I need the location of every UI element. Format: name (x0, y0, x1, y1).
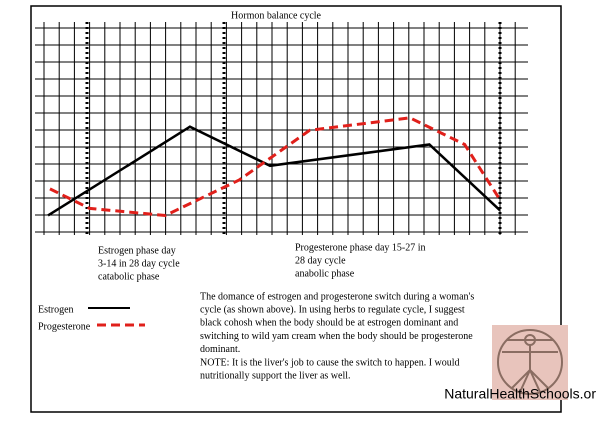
annotation: Progesterone phase day 15-27 in (295, 242, 426, 253)
annotation: 28 day cycle (295, 255, 346, 266)
annotation: 3-14 in 28 day cycle (98, 258, 180, 269)
annotation: Estrogen phase day (98, 245, 176, 256)
slide-frame (31, 6, 561, 412)
annotation: catabolic phase (98, 271, 160, 282)
annotation: black cohosh when the body should be at … (200, 318, 458, 329)
chart-title: Hormon balance cycle (231, 10, 322, 21)
annotation: switching to wild yam cream when the bod… (200, 331, 473, 342)
annotation: The domance of estrogen and progesterone… (200, 291, 474, 302)
slide: Estrogen phase day 3-14 in 28 day cycle ca… (0, 0, 596, 447)
annotation: NOTE: It is the liver's job to cause the… (200, 357, 460, 368)
annotation: dominant. (200, 344, 240, 355)
legend-label: Estrogen (38, 304, 74, 315)
legend-label: Progesterone (38, 321, 91, 332)
annotation: nutritionally support the liver as well. (200, 370, 351, 381)
website: NaturalHealthSchools.org (444, 386, 596, 402)
annotation: anabolic phase (295, 268, 355, 279)
annotation: cycle (as shown above). In using herbs t… (200, 304, 465, 315)
